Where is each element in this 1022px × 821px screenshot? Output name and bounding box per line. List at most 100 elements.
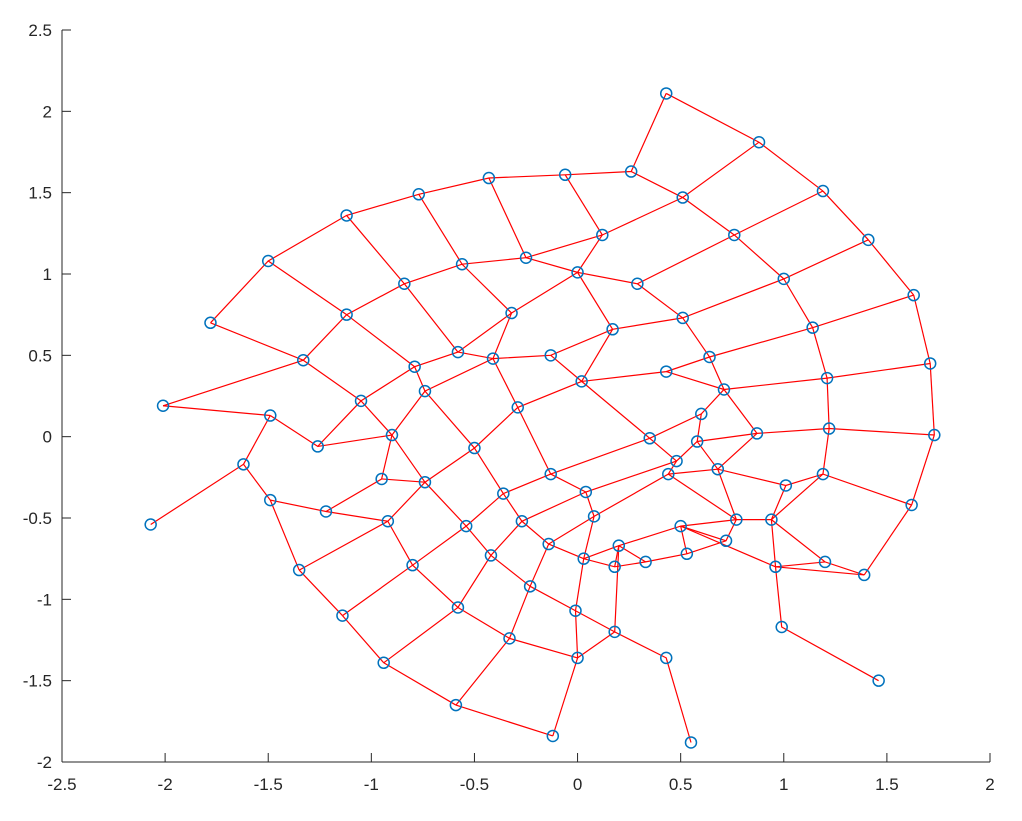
data-point-1-7 [676,191,689,204]
data-point-3-0 [144,518,157,531]
data-point-9-2 [608,625,621,639]
data-point-8-11 [857,568,871,582]
data-point-2-6 [571,266,584,279]
data-point-9-6 [775,620,788,634]
data-point-4-4 [511,401,525,414]
mesh-edge-7-8 [771,473,824,521]
data-point-5-2 [459,519,473,533]
mesh-edge-0-0 [210,322,304,361]
data-point-4-8 [806,321,819,334]
mesh-edge-0-4 [488,177,527,258]
data-point-6-3 [515,515,529,528]
mesh-edge-1-5 [525,257,578,273]
series-line-2 [269,190,824,448]
mesh-edge-0-3 [418,193,463,265]
data-point-5-4 [544,467,557,481]
mesh-edge-3-6 [424,390,475,449]
mesh-edge-4-0 [298,569,343,617]
mesh-edge-6-9 [911,434,935,506]
data-point-1-6 [596,228,609,242]
data-point-3-6 [418,384,432,398]
y-tick-label: 1 [43,265,52,284]
data-point-2-2 [354,394,368,408]
mesh-edge-5-0 [342,615,385,664]
series-line-9 [614,525,879,743]
data-point-9-0 [684,736,698,749]
mesh-edge-3-10 [682,317,711,358]
data-point-9-3 [612,539,626,552]
data-point-8-7 [719,534,733,548]
data-point-4-6 [659,365,673,378]
series-line-0 [210,93,667,324]
x-tick-label: -2 [158,775,173,794]
data-point-1-1 [297,353,310,367]
data-point-3-5 [385,428,399,442]
mesh-edge-2-7 [636,283,684,319]
data-point-8-3 [577,552,590,565]
mesh-edge-7-5 [667,473,737,521]
mesh-edge-2-1 [317,434,393,448]
data-point-0-4 [482,171,496,185]
data-point-2-7 [631,277,644,291]
data-point-6-7 [750,427,764,440]
data-point-9-4 [674,519,687,533]
mesh-edge-0-7 [665,92,760,143]
x-tick-label: 0 [573,775,582,794]
mesh-edge-7-4 [583,516,595,559]
y-tick-label: -1 [37,590,52,609]
x-tick-label: 1 [779,775,788,794]
data-point-7-8 [816,467,830,481]
x-tick-label: -1 [364,775,379,794]
series-line-6 [383,427,935,664]
mesh-edge-1-7 [682,197,735,236]
data-point-5-9 [923,357,937,370]
mesh-edge-4-6 [666,371,725,391]
mesh-edge-1-0 [162,405,271,417]
data-point-7-7 [779,479,793,492]
mesh-edge-7-3 [548,543,584,560]
data-point-0-6 [624,165,638,178]
data-point-0-7 [659,87,673,100]
data-point-0-1 [261,254,275,268]
y-tick-label: -0.5 [23,509,52,528]
data-point-3-10 [676,311,689,325]
data-point-2-9 [816,184,830,198]
data-point-8-6 [680,547,694,561]
mesh-edge-6-2 [490,554,531,587]
mesh-edge-2-9 [822,190,869,241]
data-point-4-3 [468,441,481,455]
y-tick-label: -1.5 [23,672,52,691]
mesh-edge-6-1 [457,606,510,639]
y-tick-label: 1.5 [28,184,52,203]
y-tick-label: 2.5 [28,21,52,40]
data-point-1-4 [455,257,469,271]
data-point-0-0 [204,316,217,330]
mesh-edge-3-4 [381,478,425,483]
data-point-7-0 [449,698,463,712]
mesh-edge-4-4 [517,407,552,475]
data-point-1-8 [752,135,766,149]
data-point-6-4 [579,485,593,499]
mesh-edge-8-11 [775,566,865,576]
mesh-edge-5-4 [550,473,587,493]
data-point-3-4 [375,472,388,486]
data-point-7-6 [711,462,725,476]
data-point-2-5 [505,306,518,320]
mesh-edge-3-12 [867,239,915,296]
data-point-7-5 [662,467,675,481]
data-point-4-5 [575,375,588,388]
mesh-edge-1-1 [302,359,362,402]
mesh-edge-5-2 [465,525,492,556]
mesh-edge-8-7 [680,525,727,542]
mesh-edge-3-9 [581,329,614,382]
series-line-7 [455,468,912,706]
mesh-edge-7-2 [529,585,576,612]
mesh-edge-2-5 [492,312,513,359]
x-tick-label: -1.5 [254,775,283,794]
mesh-edge-8-9 [770,519,777,567]
mesh-edge-6-8 [822,428,830,475]
data-point-4-0 [292,563,306,577]
y-tick-label: 0 [43,428,52,447]
mesh-edge-6-7 [717,432,758,470]
data-point-9-7 [872,674,885,687]
